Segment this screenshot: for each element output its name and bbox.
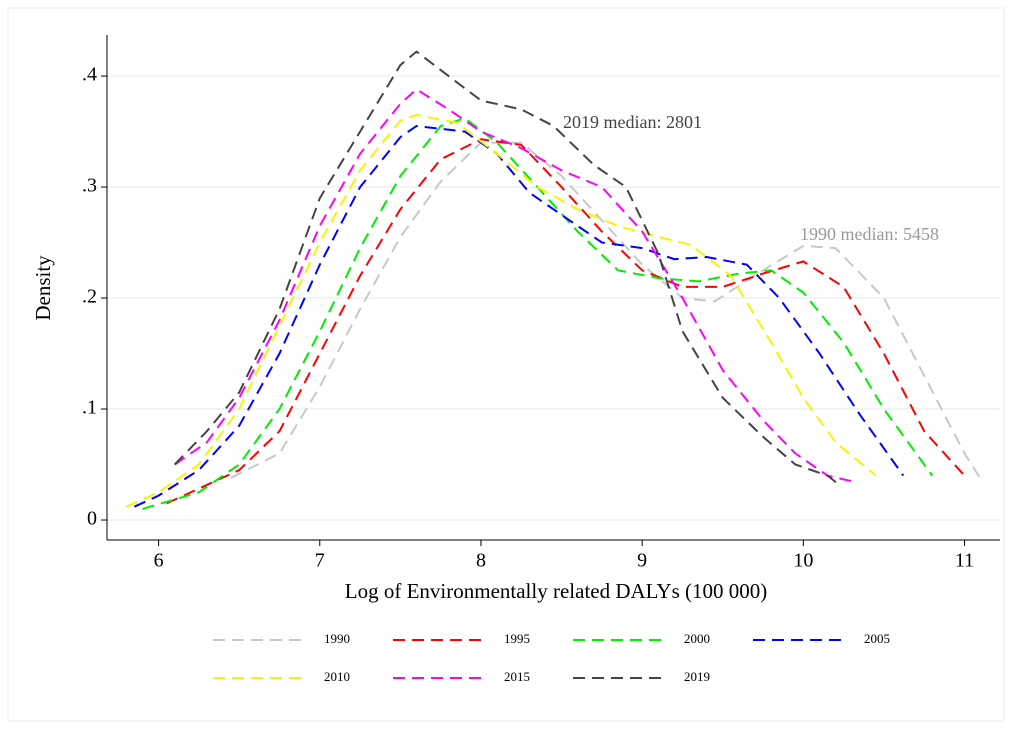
legend-label: 1990: [324, 631, 350, 646]
legend-label: 2015: [504, 669, 530, 684]
y-tick-label: 0: [87, 508, 97, 530]
y-tick-label: .2: [82, 286, 97, 308]
y-axis-title: Density: [31, 255, 55, 321]
legend-label: 2019: [684, 669, 710, 684]
chart-frame: [7, 7, 1005, 722]
x-tick-label: 7: [315, 550, 325, 572]
density-line: [166, 138, 966, 505]
density-line: [125, 113, 877, 508]
x-axis-title: Log of Environmentally related DALYs (10…: [345, 579, 767, 603]
y-tick-label: .4: [82, 64, 97, 86]
x-tick-label: 9: [637, 550, 647, 572]
y-tick-label: .1: [82, 397, 97, 419]
x-tick-label: 8: [476, 550, 486, 572]
legend-label: 1995: [504, 631, 530, 646]
annotation: 1990 median: 5458: [800, 224, 939, 244]
x-tick-label: 10: [793, 550, 813, 572]
x-tick-label: 11: [955, 550, 974, 572]
density-line: [173, 50, 840, 486]
density-line: [174, 88, 852, 483]
density-line: [142, 117, 934, 510]
legend-label: 2005: [864, 631, 890, 646]
y-tick-label: .3: [82, 175, 97, 197]
x-tick-label: 6: [154, 550, 164, 572]
density-line: [230, 141, 982, 480]
annotation: 2019 median: 2801: [563, 112, 702, 132]
density-line: [133, 124, 905, 508]
legend-label: 2010: [324, 669, 350, 684]
legend-label: 2000: [684, 631, 710, 646]
